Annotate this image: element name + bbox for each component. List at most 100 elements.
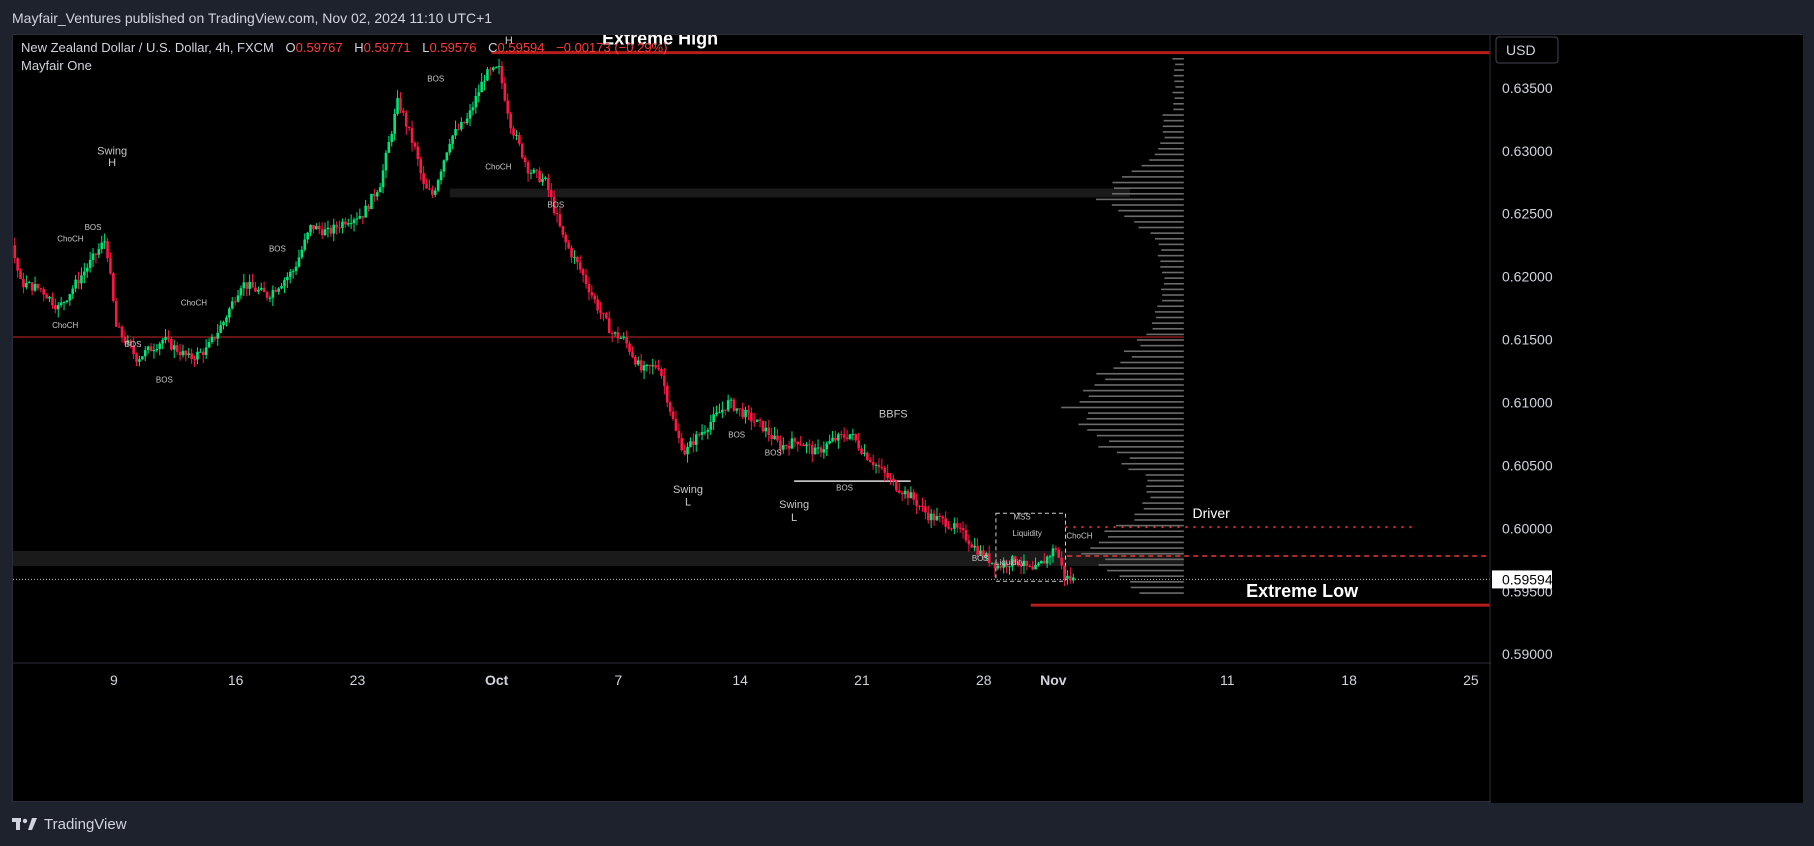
candle-body [309, 225, 312, 233]
candle-body [906, 490, 910, 499]
candle-body [892, 478, 895, 482]
candle-body [567, 242, 570, 248]
legend-c-label: C [488, 40, 497, 55]
candle-body [257, 289, 260, 292]
candle-body [83, 271, 86, 276]
candle-body [384, 152, 388, 171]
last-price-label: 0.59594 [1502, 571, 1553, 587]
candle-body [161, 340, 164, 344]
volume-bar [1136, 339, 1184, 341]
legend-l-value: 0.59576 [430, 40, 477, 55]
candle-body [953, 523, 956, 529]
volume-bar [1123, 350, 1184, 353]
volume-bar [1154, 311, 1184, 313]
volume-bar [1061, 406, 1184, 409]
volume-bar [1078, 423, 1184, 426]
time-tick-label: 21 [854, 672, 870, 688]
candle-body [660, 368, 663, 376]
volume-bar [1158, 243, 1184, 246]
candle-body [723, 409, 727, 411]
candle-body [576, 256, 579, 263]
volume-bar [1081, 552, 1184, 555]
candle-body [535, 169, 539, 171]
candle-body [27, 282, 31, 284]
volume-bar [1087, 429, 1184, 431]
candle-body [30, 282, 34, 291]
candle-body [938, 515, 942, 517]
volume-bar [1161, 249, 1184, 251]
candle-body [265, 292, 269, 298]
candle-body [51, 296, 54, 306]
volume-bar [1162, 271, 1184, 274]
candle-body [1063, 565, 1066, 579]
volume-bar [1098, 564, 1184, 566]
candle-body [877, 464, 881, 468]
volume-bar [1088, 395, 1184, 398]
candle-body [190, 353, 193, 359]
volume-bar [1128, 468, 1184, 471]
volume-bar [1112, 181, 1184, 184]
volume-bar [1162, 114, 1184, 116]
price-tick-label: 0.61000 [1502, 394, 1553, 410]
candle-body [59, 302, 63, 306]
candle-body [915, 499, 918, 506]
candle-body [367, 205, 370, 209]
volume-bar [1108, 536, 1184, 538]
candle-body [932, 513, 936, 521]
candle-body [558, 214, 562, 227]
volume-bar [1116, 451, 1184, 454]
candle-body [117, 326, 121, 328]
candle-body [552, 196, 556, 214]
candle-body [489, 69, 492, 71]
candle-body [1054, 548, 1058, 550]
candle-body [822, 449, 826, 453]
legend-c-value: 0.59594 [498, 40, 545, 55]
candle-body [33, 283, 37, 291]
candle-body [45, 294, 48, 299]
candle-body [497, 65, 501, 68]
candle-body [294, 266, 298, 272]
indicator-name[interactable]: Mayfair One [21, 58, 92, 73]
annotation-liquidity: Liquidity [1013, 529, 1042, 538]
candle-body [210, 336, 214, 343]
annotation-bos: BOS [765, 448, 782, 457]
candle-body [462, 122, 466, 124]
candle-body [665, 385, 669, 403]
candle-body [349, 223, 353, 225]
price-tick-label: 0.59000 [1502, 646, 1553, 662]
candle-body [735, 408, 739, 411]
volume-bar [1151, 322, 1184, 324]
tradingview-logo-icon [12, 818, 37, 830]
candle-body [697, 434, 701, 436]
volume-bar [1147, 479, 1184, 482]
levels-layer: Extreme High Extreme Low Driver [13, 35, 1490, 607]
candle-body [132, 345, 135, 355]
candle-body [225, 317, 228, 322]
candle-body [1071, 577, 1075, 581]
volume-bar [1130, 586, 1184, 589]
candle-body [686, 446, 689, 455]
candle-body [300, 249, 304, 258]
candle-body [596, 299, 599, 311]
candle-body [91, 253, 95, 260]
candle-body [712, 414, 715, 423]
candle-body [831, 437, 834, 442]
price-axis-bg [1491, 35, 1803, 803]
liquidity-box [995, 512, 1067, 582]
chart-panel[interactable]: Extreme High Extreme Low Driver Swing H H BOS… [12, 34, 1803, 803]
annotation-l: L [791, 512, 797, 524]
footer-brand: TradingView [44, 815, 127, 833]
currency-button-label[interactable]: USD [1506, 42, 1536, 58]
candle-body [619, 337, 623, 339]
volume-bar [1098, 446, 1184, 448]
candle-body [523, 157, 527, 163]
candle-body [1051, 548, 1055, 557]
volume-bar [1090, 547, 1184, 549]
candle-body [274, 290, 278, 292]
currency-button[interactable] [1495, 36, 1559, 64]
last-price-tag [1492, 570, 1552, 589]
volume-bar [1129, 457, 1184, 459]
candle-body [454, 129, 457, 136]
annotation-bos: BOS [836, 484, 853, 493]
